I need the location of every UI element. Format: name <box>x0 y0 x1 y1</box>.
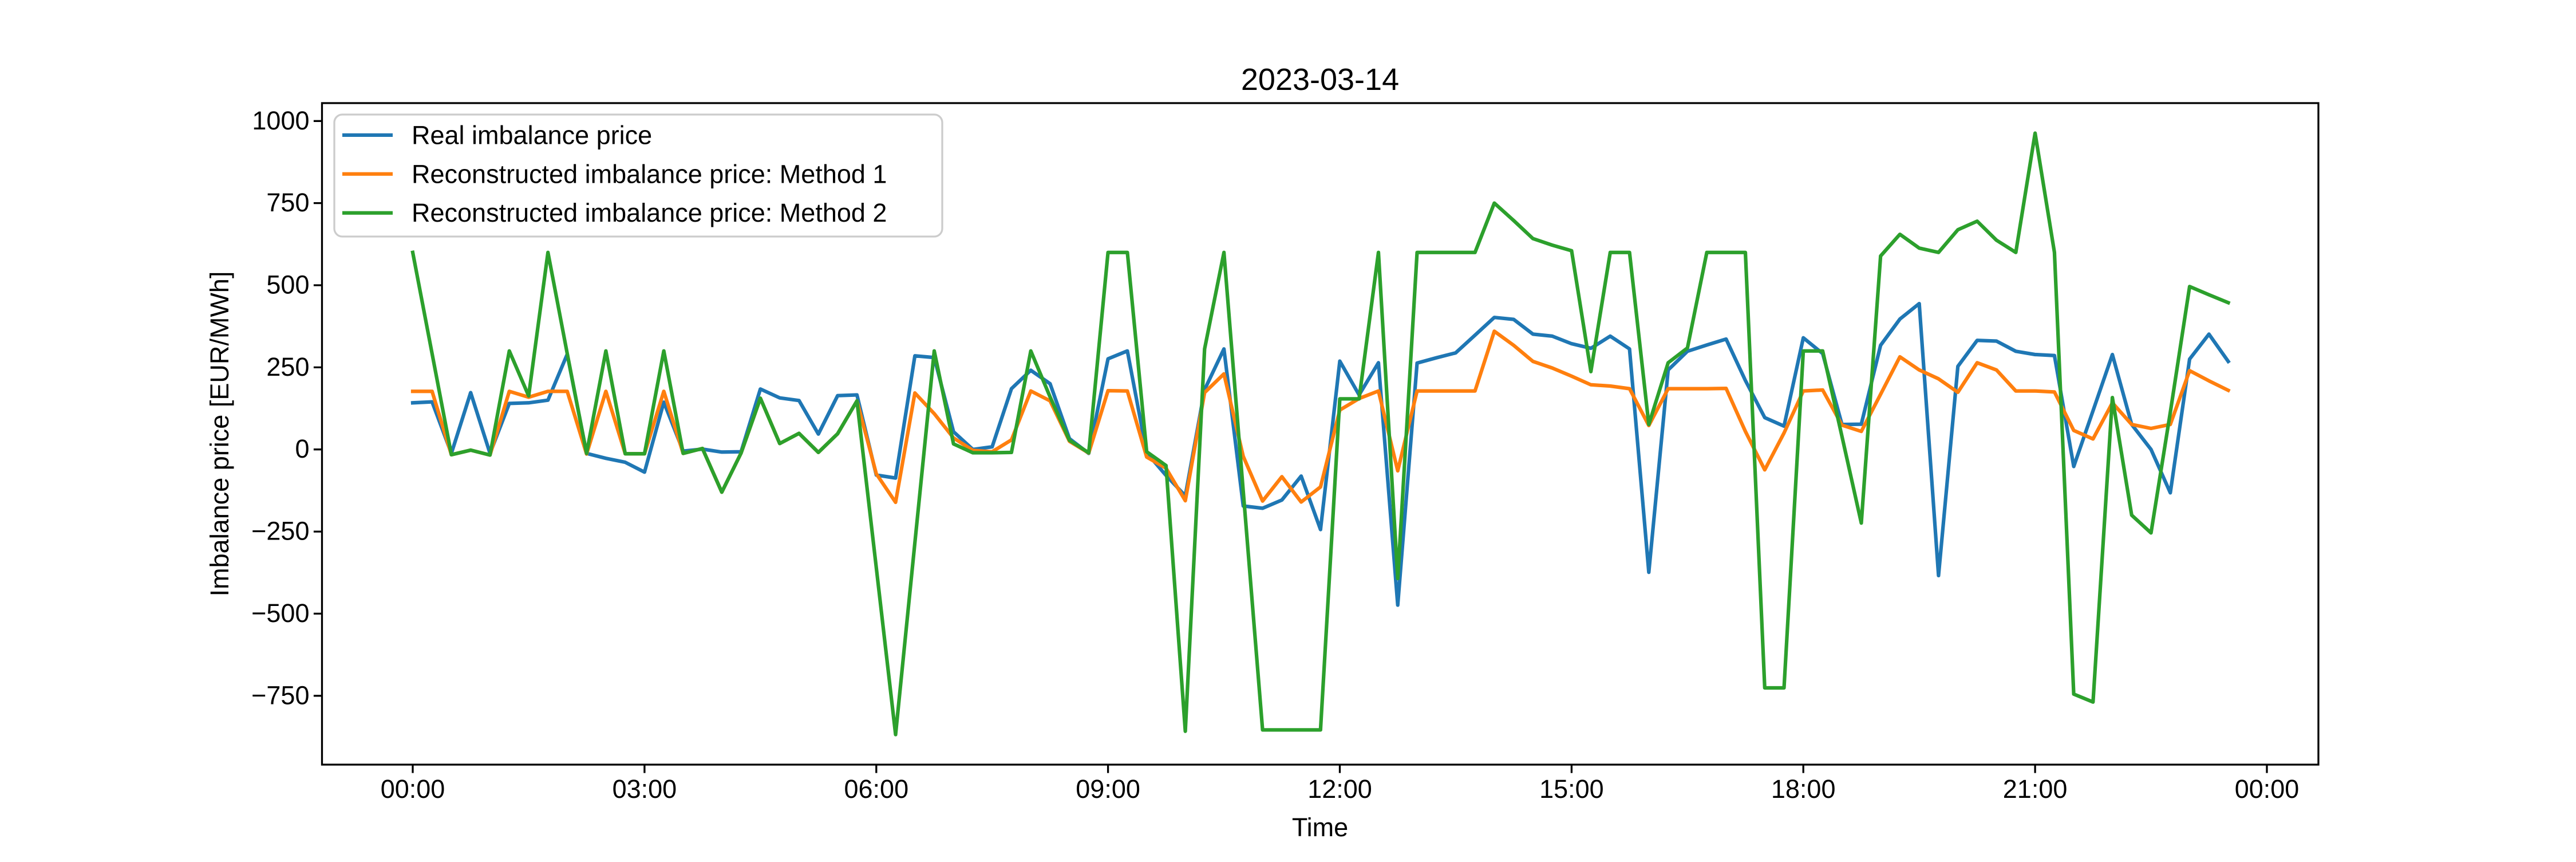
svg-text:Imbalance price [EUR/MWh]: Imbalance price [EUR/MWh] <box>205 271 234 597</box>
svg-text:00:00: 00:00 <box>381 774 445 804</box>
svg-text:750: 750 <box>266 188 309 217</box>
svg-text:15:00: 15:00 <box>1539 774 1604 804</box>
svg-text:03:00: 03:00 <box>613 774 677 804</box>
svg-text:1000: 1000 <box>252 106 309 135</box>
svg-text:−500: −500 <box>251 599 309 628</box>
svg-text:0: 0 <box>295 434 309 463</box>
svg-text:21:00: 21:00 <box>2003 774 2068 804</box>
svg-text:500: 500 <box>266 270 309 300</box>
svg-text:18:00: 18:00 <box>1771 774 1836 804</box>
svg-text:00:00: 00:00 <box>2235 774 2300 804</box>
svg-text:09:00: 09:00 <box>1076 774 1140 804</box>
svg-text:Reconstructed imbalance price:: Reconstructed imbalance price: Method 2 <box>412 198 887 227</box>
svg-text:−250: −250 <box>251 517 309 546</box>
svg-text:06:00: 06:00 <box>844 774 908 804</box>
svg-text:Reconstructed imbalance price:: Reconstructed imbalance price: Method 1 <box>412 159 887 188</box>
svg-text:250: 250 <box>266 352 309 381</box>
svg-text:12:00: 12:00 <box>1307 774 1372 804</box>
svg-text:Time: Time <box>1292 813 1348 842</box>
svg-text:2023-03-14: 2023-03-14 <box>1241 62 1399 97</box>
svg-text:Real imbalance price: Real imbalance price <box>412 120 652 149</box>
svg-text:−750: −750 <box>251 680 309 710</box>
